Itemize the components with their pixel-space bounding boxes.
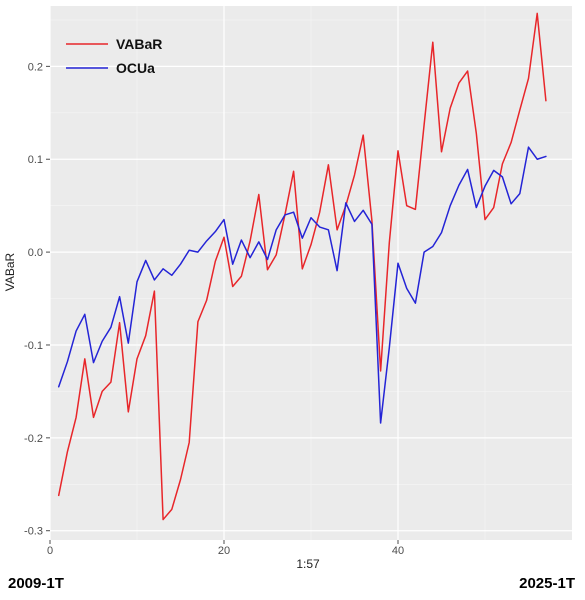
major-gridlines: [49, 6, 572, 540]
y-axis-ticks: -0.3 -0.2 -0.1 0.0 0.1 0.2: [24, 61, 50, 538]
x-tick-label: 20: [218, 545, 230, 557]
y-tick-label: -0.2: [24, 433, 43, 445]
legend: VABaR OCUa: [66, 36, 162, 76]
y-tick-label: -0.3: [24, 526, 43, 538]
x-axis-ticks: 0 20 40: [47, 540, 404, 557]
legend-label-vabar: VABaR: [116, 36, 162, 52]
minor-gridlines: [50, 6, 572, 540]
y-tick-label: -0.1: [24, 340, 43, 352]
y-axis-title: VABaR: [3, 252, 17, 291]
series-layer: [57, 12, 547, 521]
y-tick-label: 0.2: [28, 61, 43, 73]
series-line-vabar: [57, 12, 547, 521]
x-tick-label: 40: [392, 545, 404, 557]
y-tick-label: 0.1: [28, 154, 43, 166]
series-line-ocua: [57, 146, 547, 424]
end-period-label: 2025-1T: [519, 575, 575, 592]
start-period-label: 2009-1T: [8, 575, 64, 592]
legend-label-ocua: OCUa: [116, 60, 155, 76]
x-tick-label: 0: [47, 545, 53, 557]
y-tick-label: 0.0: [28, 247, 43, 259]
x-axis-title: 1:57: [296, 557, 320, 571]
